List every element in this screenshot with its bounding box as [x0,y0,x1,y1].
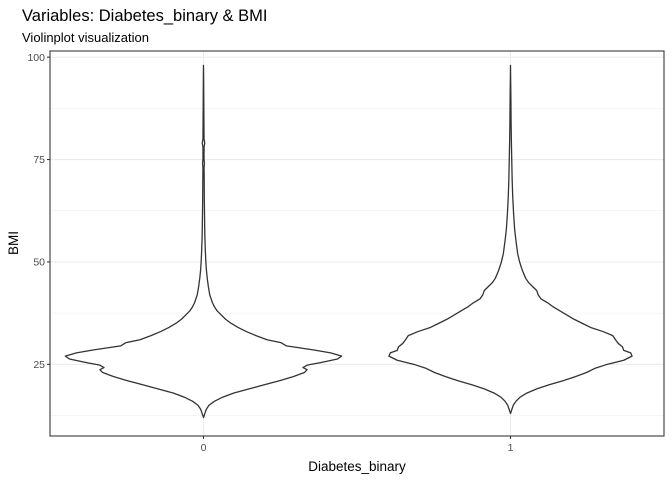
panel-border [49,50,665,437]
y-axis-title: BMI [6,231,21,255]
x-axis-title: Diabetes_binary [308,459,406,474]
x-tick-label: 1 [508,442,514,454]
y-tick-label: 25 [33,359,45,371]
plot-panel: 25 50 75 100 0 1 [27,50,665,454]
x-tick-label: 0 [201,442,207,454]
chart-subtitle: Violinplot visualization [22,30,149,45]
violin-0 [64,64,343,419]
chart-title: Variables: Diabetes_binary & BMI [22,7,267,25]
y-tick-label: 50 [33,257,45,269]
violin-1 [388,64,633,415]
y-tick-label: 100 [27,52,45,64]
y-tick-label: 75 [33,154,45,166]
